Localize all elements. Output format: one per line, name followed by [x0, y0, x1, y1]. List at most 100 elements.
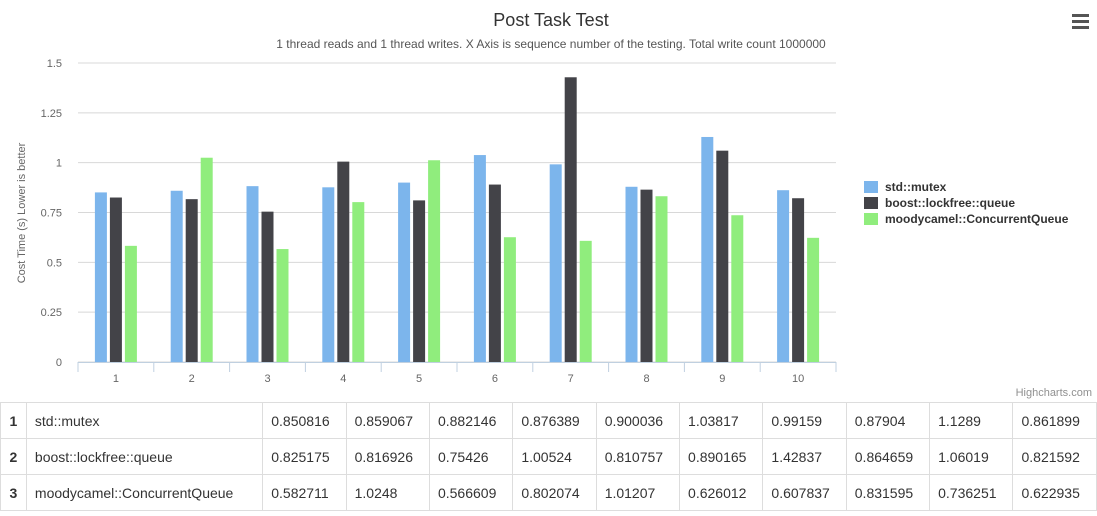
table-cell: 1.0248 [345, 474, 430, 511]
table-cell: 0.825175 [262, 438, 347, 475]
y-tick-label: 0.25 [41, 307, 62, 319]
bar-std-mutex-3 [246, 186, 259, 362]
table-cell: 1.01207 [595, 474, 681, 511]
table-cell: 0.626012 [679, 474, 764, 511]
legend-item[interactable]: moodycamel::ConcurrentQueue [864, 212, 1069, 226]
bar-boost-lockfree-queue-10 [792, 198, 805, 362]
table-cell: 0.821592 [1012, 438, 1097, 475]
table-cell: 0.861899 [1012, 402, 1097, 439]
credits-link[interactable]: Highcharts.com [1016, 387, 1092, 399]
x-tick-label: 5 [416, 373, 422, 385]
bar-moodycamel-concurrentqueue-9 [731, 215, 744, 362]
hamburger-menu-icon[interactable] [1071, 14, 1091, 32]
x-tick-label: 1 [113, 373, 119, 385]
table-cell: 0.99159 [762, 402, 847, 439]
y-tick-label: 0.75 [41, 208, 62, 220]
chart-subtitle: 1 thread reads and 1 thread writes. X Ax… [276, 37, 826, 51]
table-cell: 1.00524 [512, 438, 597, 475]
bar-boost-lockfree-queue-6 [488, 184, 501, 362]
bar-moodycamel-concurrentqueue-6 [503, 237, 516, 362]
chart-title: Post Task Test [493, 10, 608, 30]
table-cell: 0.882146 [428, 402, 514, 439]
bar-boost-lockfree-queue-1 [109, 197, 122, 362]
bar-std-mutex-7 [549, 164, 562, 362]
legend-item[interactable]: boost::lockfree::queue [864, 196, 1015, 210]
x-tick-label: 2 [189, 373, 195, 385]
menu-line [1072, 14, 1089, 17]
x-tick-label: 7 [568, 373, 574, 385]
table-cell: 0.810757 [595, 438, 681, 475]
table-cell: 1.1289 [929, 402, 1014, 439]
row-series-name: std::mutex [25, 402, 264, 439]
bar-moodycamel-concurrentqueue-1 [124, 245, 137, 362]
menu-line [1072, 20, 1089, 23]
table-cell: 0.566609 [428, 474, 514, 511]
bar-std-mutex-9 [701, 136, 714, 362]
table-cell: 0.736251 [929, 474, 1014, 511]
y-tick-label: 0.5 [47, 257, 62, 269]
bar-moodycamel-concurrentqueue-10 [807, 237, 820, 362]
table-row: 1 std::mutex 0.850816 0.859067 0.882146 0.876… [0, 402, 1097, 439]
table-cell: 0.864659 [845, 438, 931, 475]
row-index: 3 [0, 474, 27, 511]
x-tick-label: 8 [643, 373, 649, 385]
x-tick-label: 6 [492, 373, 498, 385]
bar-std-mutex-1 [94, 192, 107, 362]
bar-boost-lockfree-queue-2 [185, 199, 198, 362]
bar-moodycamel-concurrentqueue-4 [352, 202, 365, 362]
bar-std-mutex-5 [398, 182, 411, 362]
bar-moodycamel-concurrentqueue-5 [428, 160, 441, 362]
table-row: 3 moodycamel::ConcurrentQueue 0.582711 1.02… [0, 474, 1097, 511]
bar-chart: Post Task Test 1 thread reads and 1 thre… [16, 10, 1092, 399]
bar-boost-lockfree-queue-3 [261, 211, 274, 362]
bar-std-mutex-4 [322, 187, 335, 362]
legend-swatch [864, 181, 878, 193]
bar-moodycamel-concurrentqueue-7 [579, 240, 592, 362]
y-tick-label: 1 [56, 158, 62, 170]
y-axis-label: Cost Time (s) Lower is better [16, 142, 28, 283]
table-cell: 0.607837 [762, 474, 847, 511]
bar-moodycamel-concurrentqueue-3 [276, 249, 289, 362]
x-tick-label: 10 [792, 373, 804, 385]
legend-label: moodycamel::ConcurrentQueue [885, 212, 1069, 226]
bar-moodycamel-concurrentqueue-2 [200, 157, 213, 362]
x-axis: 1 2 3 4 5 6 7 8 9 10 [77, 362, 837, 385]
chart-container: Post Task Test 1 thread reads and 1 thre… [16, 10, 1092, 399]
table-cell: 0.802074 [512, 474, 597, 511]
table-cell: 0.87904 [845, 402, 931, 439]
bar-boost-lockfree-queue-8 [640, 189, 653, 362]
bar-boost-lockfree-queue-9 [716, 150, 729, 362]
table-cell: 0.622935 [1012, 474, 1097, 511]
table-row: 2 boost::lockfree::queue 0.825175 0.816926 0… [0, 438, 1097, 475]
table-cell: 0.816926 [345, 438, 430, 475]
table-cell: 0.582711 [262, 474, 347, 511]
bars [94, 77, 820, 362]
data-table: 1 std::mutex 0.850816 0.859067 0.882146 0.876… [0, 402, 1097, 511]
bar-std-mutex-2 [170, 190, 183, 362]
legend-label: std::mutex [885, 180, 947, 194]
y-tick-label: 1.5 [47, 58, 62, 70]
table-cell: 1.03817 [679, 402, 764, 439]
table-cell: 0.850816 [262, 402, 347, 439]
table-cell: 0.859067 [345, 402, 430, 439]
table-cell: 1.06019 [929, 438, 1014, 475]
table-cell: 1.42837 [762, 438, 847, 475]
row-index: 1 [0, 402, 27, 439]
legend-swatch [864, 197, 878, 209]
y-axis-ticks: 0 0.25 0.5 0.75 1 1.25 1.5 [41, 58, 62, 369]
y-tick-label: 1.25 [41, 108, 62, 120]
bar-boost-lockfree-queue-7 [564, 77, 577, 362]
legend-label: boost::lockfree::queue [885, 196, 1015, 210]
bar-moodycamel-concurrentqueue-8 [655, 196, 668, 362]
x-tick-label: 4 [340, 373, 346, 385]
x-tick-label: 9 [719, 373, 725, 385]
x-tick-label: 3 [264, 373, 270, 385]
bar-std-mutex-8 [625, 186, 638, 362]
table-cell: 0.876389 [512, 402, 597, 439]
table-cell: 0.75426 [428, 438, 514, 475]
y-tick-label: 0 [56, 357, 62, 369]
row-index: 2 [0, 438, 27, 475]
legend-item[interactable]: std::mutex [864, 180, 947, 194]
row-series-name: moodycamel::ConcurrentQueue [25, 474, 264, 511]
bar-boost-lockfree-queue-5 [413, 200, 426, 362]
